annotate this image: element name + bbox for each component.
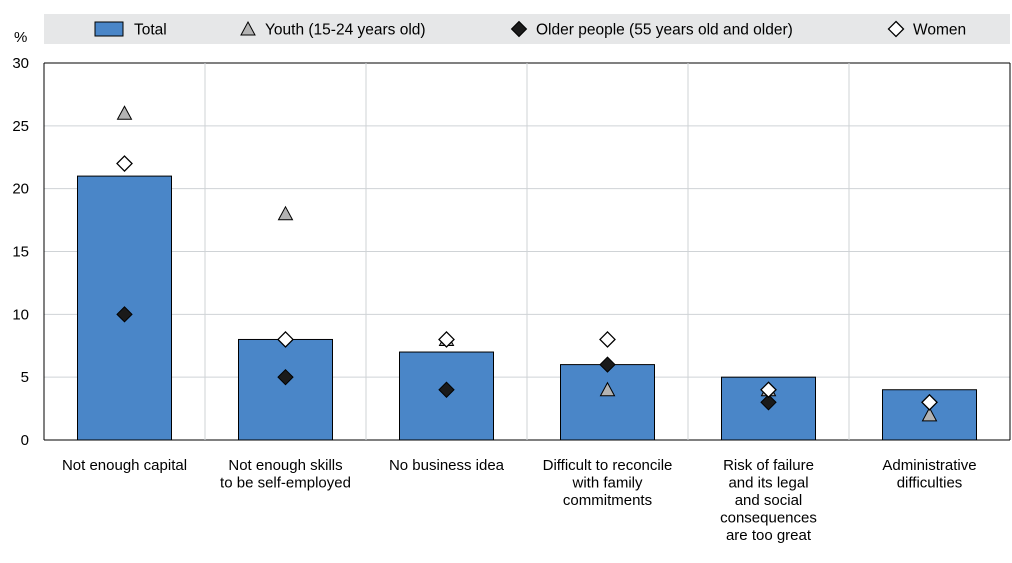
x-tick-label-line: Not enough skills [228,457,342,474]
legend-swatch-diamond-open [887,20,905,38]
legend-label-0: Total [134,22,167,39]
marker-triangle-5 [921,406,938,422]
y-tick-label-5: 5 [21,369,29,386]
x-axis-labels: Not enough capital Not enough skills to be… [62,457,977,544]
x-tick-label-line: with family [571,475,643,492]
legend-label-2: Older people (55 years old and older) [536,22,793,39]
marker-diamond-open-4 [760,381,777,399]
y-axis-unit: % [14,29,27,46]
marker-diamond-filled-4 [760,394,777,411]
marker-diamond-open-0 [116,155,133,172]
markers [116,105,938,422]
x-tick-label-2: No business idea [389,457,505,474]
marker-diamond-filled-2 [438,381,455,398]
legend-swatch-bar [94,21,124,37]
bar-total-3 [560,364,655,441]
y-tick-label-0: 0 [21,432,29,449]
y-axis-ticks: 0 5 10 15 20 25 30 [12,55,29,449]
x-tick-label-line: and social [735,492,803,509]
x-tick-label-line: Difficult to reconcile [543,457,673,474]
x-tick-label-line: to be self-employed [220,475,351,492]
marker-triangle-3 [599,381,616,397]
legend-swatch-diamond-filled [510,20,528,38]
x-tick-label-line: are too great [726,527,812,544]
marker-diamond-filled-0 [116,306,133,323]
x-tick-label-line: Administrative [882,457,976,474]
x-tick-label-line: Risk of failure [723,457,814,474]
legend-label-1: Youth (15-24 years old) [265,22,426,39]
x-tick-label-line: difficulties [897,475,963,492]
x-tick-label-0: Not enough capital [62,457,187,474]
bar-total-1 [238,338,333,441]
y-tick-label-10: 10 [12,306,29,323]
x-tick-label-line: commitments [563,492,652,509]
x-tick-label-1: Not enough skills to be self-employed [220,457,351,492]
x-tick-label-line: Not enough capital [62,457,187,474]
x-tick-label-4: Risk of failure and its legal and social co… [720,457,817,544]
legend: Total Youth (15-24 years old) Older people… [94,20,966,39]
y-tick-label-15: 15 [12,244,29,261]
y-tick-label-20: 20 [12,181,29,198]
legend-swatch-triangle [240,20,256,36]
marker-diamond-filled-1 [277,368,294,386]
marker-diamond-open-2 [438,331,455,348]
marker-diamond-open-1 [277,331,294,348]
legend-label-3: Women [913,22,966,39]
x-tick-label-3: Difficult to reconcile with family commitm… [543,457,673,509]
x-tick-label-line: consequences [720,510,817,527]
y-tick-label-25: 25 [12,118,29,135]
marker-triangle-0 [116,105,133,120]
marker-diamond-filled-3 [599,356,616,373]
y-tick-label-30: 30 [12,55,29,72]
marker-diamond-open-5 [921,393,938,411]
x-tick-label-5: Administrative difficulties [882,457,976,492]
gridlines [43,62,1011,441]
x-tick-label-line: No business idea [389,457,505,474]
marker-diamond-open-3 [599,331,616,348]
marker-triangle-1 [277,205,294,221]
x-tick-label-line: and its legal [728,475,808,492]
